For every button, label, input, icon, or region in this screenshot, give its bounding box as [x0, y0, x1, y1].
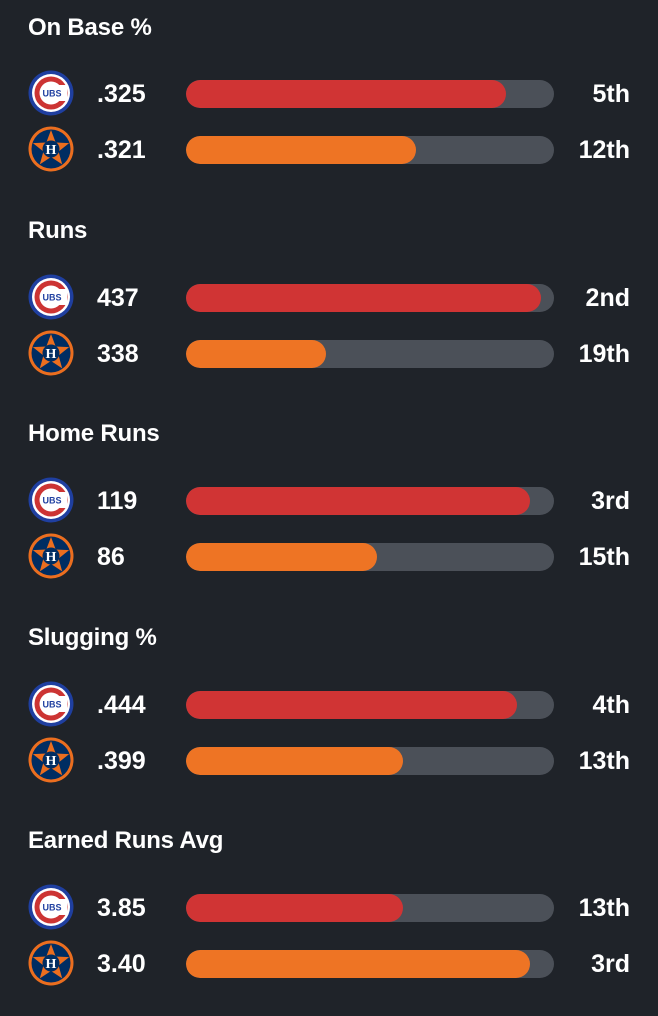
stat-rank: 2nd: [585, 284, 630, 312]
astros-logo-icon: H: [28, 126, 74, 172]
stat-bar-track: [186, 80, 554, 108]
astros-logo-icon: H: [28, 940, 74, 986]
team-row-cubs: UBS 437 2nd: [0, 274, 658, 322]
team-row-cubs: UBS 119 3rd: [0, 477, 658, 525]
stat-title: Runs: [28, 217, 88, 244]
svg-text:H: H: [46, 347, 57, 362]
astros-logo-icon: H: [28, 330, 74, 376]
team-row-astros: H .399 13th: [0, 737, 658, 785]
stat-value: 119: [97, 487, 138, 515]
stat-rank: 5th: [592, 80, 631, 108]
cubs-logo-icon: UBS: [28, 477, 74, 523]
stat-rank: 3rd: [591, 950, 630, 978]
svg-text:UBS: UBS: [42, 293, 61, 303]
cubs-logo-icon: UBS: [28, 681, 74, 727]
svg-text:H: H: [46, 550, 57, 565]
stat-bar-track: [186, 284, 554, 312]
cubs-logo-icon: UBS: [28, 884, 74, 930]
svg-text:UBS: UBS: [42, 700, 61, 710]
stat-title: On Base %: [28, 14, 152, 41]
stat-title: Earned Runs Avg: [28, 827, 224, 854]
stat-bar-fill: [186, 691, 518, 719]
stat-bar-track: [186, 950, 554, 978]
stat-rank: 3rd: [591, 487, 630, 515]
astros-logo-icon: H: [28, 533, 74, 579]
stat-value: 3.85: [97, 894, 146, 922]
stat-bar-track: [186, 136, 554, 164]
team-row-cubs: UBS 3.85 13th: [0, 884, 658, 932]
stat-rank: 13th: [578, 747, 630, 775]
stat-bar-fill: [186, 950, 531, 978]
stat-value: .399: [97, 747, 146, 775]
stat-bar-track: [186, 894, 554, 922]
stat-bar-fill: [186, 80, 507, 108]
stat-rank: 15th: [578, 543, 630, 571]
stat-rank: 19th: [578, 340, 630, 368]
stat-section-on-base: On Base % UBS .325 5th H .321 12th: [0, 0, 658, 203]
stat-value: .444: [97, 691, 146, 719]
stat-bar-track: [186, 747, 554, 775]
cubs-logo-icon: UBS: [28, 274, 74, 320]
team-row-astros: H 338 19th: [0, 330, 658, 378]
stat-value: 338: [97, 340, 139, 368]
team-row-astros: H 3.40 3rd: [0, 940, 658, 988]
stat-value: .321: [97, 136, 146, 164]
stat-section-runs: Runs UBS 437 2nd H 338 19th: [0, 203, 658, 406]
team-row-cubs: UBS .325 5th: [0, 70, 658, 118]
stat-bar-fill: [186, 894, 404, 922]
stat-rank: 4th: [592, 691, 631, 719]
svg-text:UBS: UBS: [42, 903, 61, 913]
team-row-astros: H .321 12th: [0, 126, 658, 174]
stat-section-home-runs: Home Runs UBS 119 3rd H 86 15th: [0, 406, 658, 609]
stat-bar-track: [186, 487, 554, 515]
stat-bar-fill: [186, 284, 542, 312]
svg-text:UBS: UBS: [42, 89, 61, 99]
stat-section-era: Earned Runs Avg UBS 3.85 13th H 3.40 3rd: [0, 813, 658, 1016]
team-row-cubs: UBS .444 4th: [0, 681, 658, 729]
stat-bar-fill: [186, 340, 326, 368]
svg-text:H: H: [46, 754, 57, 769]
stat-bar-track: [186, 691, 554, 719]
cubs-logo-icon: UBS: [28, 70, 74, 116]
svg-text:UBS: UBS: [42, 496, 61, 506]
stat-bar-fill: [186, 543, 378, 571]
stat-section-slugging: Slugging % UBS .444 4th H .399 13th: [0, 610, 658, 813]
team-row-astros: H 86 15th: [0, 533, 658, 581]
stat-rank: 12th: [578, 136, 630, 164]
stat-bar-track: [186, 340, 554, 368]
stat-value: 3.40: [97, 950, 146, 978]
stat-rank: 13th: [578, 894, 630, 922]
stat-bar-fill: [186, 136, 416, 164]
astros-logo-icon: H: [28, 737, 74, 783]
stat-value: 86: [97, 543, 125, 571]
stat-value: .325: [97, 80, 146, 108]
stat-title: Slugging %: [28, 624, 157, 651]
stat-value: 437: [97, 284, 139, 312]
stat-bar-fill: [186, 487, 531, 515]
stat-bar-fill: [186, 747, 404, 775]
svg-text:H: H: [46, 143, 57, 158]
stat-title: Home Runs: [28, 420, 160, 447]
stat-bar-track: [186, 543, 554, 571]
svg-text:H: H: [46, 957, 57, 972]
